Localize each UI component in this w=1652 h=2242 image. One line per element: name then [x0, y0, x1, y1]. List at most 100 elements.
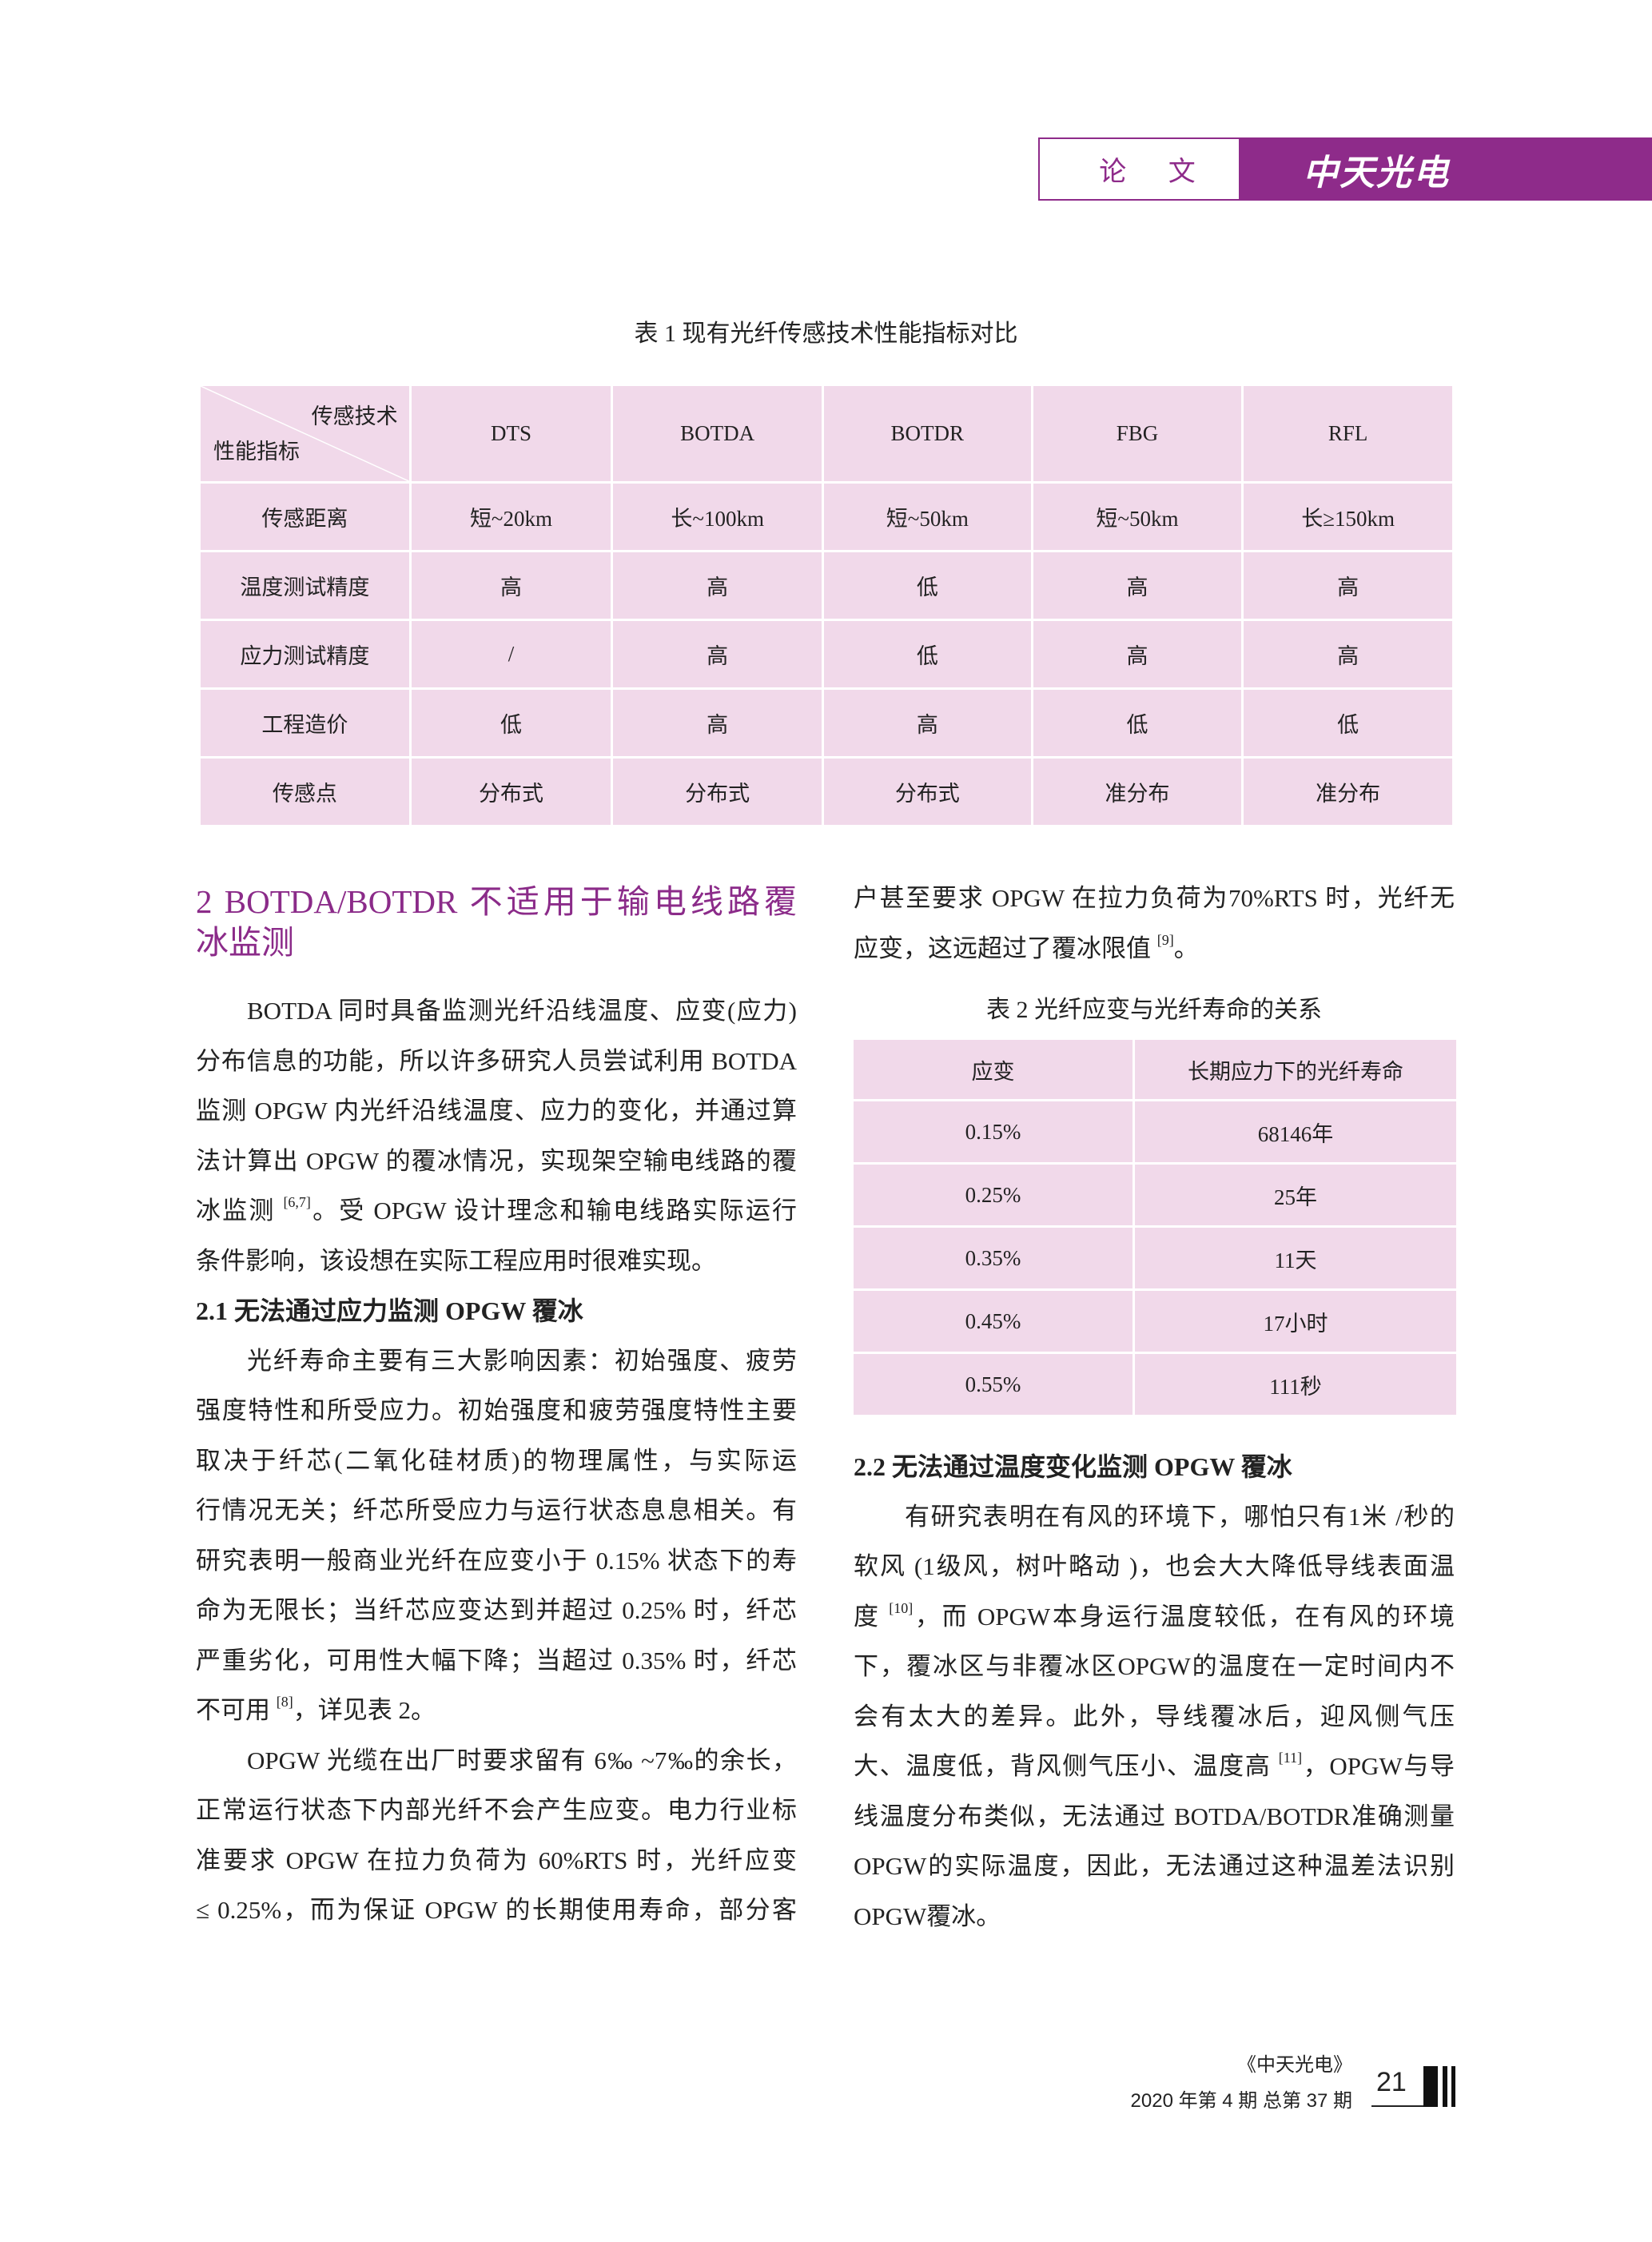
table-cell: 0.25% [851, 1162, 1135, 1228]
text-line: 准要求 OPGW 在拉力负荷为 60%RTS 时，光纤应变 [196, 1836, 797, 1886]
text-segment: ，OPGW与导 [1302, 1752, 1455, 1780]
text-segment: 强度特性和所受应力。初始强度和疲劳强度特性主要 [196, 1396, 797, 1424]
table-cell: 高 [408, 550, 614, 621]
table-row: 传感点 分布式 分布式 分布式 准分布 准分布 [198, 756, 1455, 827]
text-segment: 法计算出 OPGW 的覆冰情况，实现架空输电线路的覆 [196, 1146, 797, 1175]
text-segment: 命为无限长；当纤芯应变达到并超过 0.25% 时，纤芯 [196, 1596, 797, 1624]
table1-header-row: 传感技术 性能指标 DTS BOTDA BOTDR FBG RFL [198, 384, 1455, 484]
text-segment: OPGW的实际温度，因此，无法通过这种温差法识别 [854, 1852, 1455, 1880]
row-label: 应力测试精度 [198, 619, 412, 690]
table-cell: 低 [408, 687, 614, 759]
table-row: 0.45% 17小时 [851, 1288, 1459, 1354]
text-segment: 条件影响，该设想在实际工程应用时很难实现。 [196, 1246, 716, 1275]
table-cell: 低 [821, 619, 1033, 690]
table-cell: 低 [821, 550, 1033, 621]
text-segment: 取决于纤芯(二氧化硅材质)的物理属性，与实际运 [196, 1446, 797, 1475]
citation: [11] [1278, 1750, 1303, 1766]
barcode-bar [1443, 2066, 1447, 2107]
table-cell: 高 [611, 550, 824, 621]
text-line: OPGW覆冰。 [854, 1892, 1455, 1942]
row-label: 传感点 [198, 756, 412, 827]
corner-top-label: 传感技术 [311, 404, 398, 428]
text-line: 户甚至要求 OPGW 在拉力负荷为70%RTS 时，光纤无 [854, 874, 1455, 924]
table-row: 0.35% 11天 [851, 1225, 1459, 1291]
footer-issue: 2020 年第 4 期 总第 37 期 [1130, 2090, 1352, 2112]
table-row: 传感距离 短~20km 长~100km 短~50km 短~50km 长≥150km [198, 481, 1455, 552]
table-cell: 短~20km [408, 481, 614, 552]
text-segment: 。 [1173, 934, 1199, 962]
table-cell: 高 [1241, 619, 1455, 690]
text-segment: 应变，这远超过了覆冰限值 [854, 934, 1157, 962]
text-segment: 正常运行状态下内部光纤不会产生应变。电力行业标 [196, 1796, 797, 1824]
table-cell: 准分布 [1030, 756, 1244, 827]
table-row: 0.55% 111秒 [851, 1352, 1459, 1417]
text-segment: BOTDA 同时具备监测光纤沿线温度、应变(应力) [247, 997, 797, 1025]
text-line: 行情况无关；纤芯所受应力与运行状态息息相关。有 [196, 1486, 797, 1536]
text-line: 强度特性和所受应力。初始强度和疲劳强度特性主要 [196, 1386, 797, 1436]
citation: [9] [1156, 931, 1174, 948]
text-segment: 严重劣化，可用性大幅下降；当超过 0.35% 时，纤芯 [196, 1646, 797, 1675]
text-segment: 不可用 [196, 1696, 277, 1724]
text-segment: 户甚至要求 OPGW 在拉力负荷为70%RTS 时，光纤无 [854, 884, 1455, 912]
text-segment: ，详见表 2。 [293, 1696, 436, 1724]
table1: 传感技术 性能指标 DTS BOTDA BOTDR FBG RFL 传感距离 短~20km 长~1… [198, 384, 1455, 827]
table-cell: 准分布 [1241, 756, 1455, 827]
text-line: 法计算出 OPGW 的覆冰情况，实现架空输电线路的覆 [196, 1137, 797, 1187]
row-label: 传感距离 [198, 481, 412, 552]
table-row: 0.15% 68146年 [851, 1099, 1459, 1165]
table-cell: 长≥150km [1241, 481, 1455, 552]
table-cell: / [408, 619, 614, 690]
column-header: FBG [1030, 384, 1244, 484]
text-line: 线温度分布类似，无法通过 BOTDA/BOTDR准确测量 [854, 1792, 1455, 1842]
text-line: OPGW 光缆在出厂时要求留有 6‰ ~7‰的余长， [196, 1736, 797, 1786]
table-cell: 高 [611, 687, 824, 759]
text-segment: 研究表明一般商业光纤在应变小于 0.15% 状态下的寿 [196, 1546, 797, 1575]
table-cell: 0.15% [851, 1099, 1135, 1165]
text-segment: 下，覆冰区与非覆冰区OPGW的温度在一定时间内不 [854, 1652, 1455, 1680]
text-segment: 大、温度低，背风侧气压小、温度高 [854, 1752, 1279, 1780]
text-line: 大、温度低，背风侧气压小、温度高 [11]，OPGW与导 [854, 1742, 1455, 1792]
citation: [8] [276, 1694, 293, 1710]
barcode-bar [1451, 2066, 1455, 2107]
table-cell: 高 [611, 619, 824, 690]
text-line: 会有太大的差异。此外，导线覆冰后，迎风侧气压 [854, 1692, 1455, 1742]
column-header: BOTDR [821, 384, 1033, 484]
table1-caption: 表 1 现有光纤传感技术性能指标对比 [634, 321, 1018, 347]
text-line: 下，覆冰区与非覆冰区OPGW的温度在一定时间内不 [854, 1642, 1455, 1692]
corner-cell: 传感技术 性能指标 [198, 384, 412, 484]
text-segment: 监测 OPGW 内光纤沿线温度、应力的变化，并通过算 [196, 1097, 797, 1125]
text-line: 有研究表明在有风的环境下，哪怕只有1米 /秒的 [854, 1492, 1455, 1543]
table2-header-row: 应变 长期应力下的光纤寿命 [851, 1037, 1459, 1101]
text-line: 正常运行状态下内部光纤不会产生应变。电力行业标 [196, 1786, 797, 1836]
column-header: BOTDA [611, 384, 824, 484]
text-line: 条件影响，该设想在实际工程应用时很难实现。 [196, 1236, 797, 1287]
column-header: DTS [408, 384, 614, 484]
table-row: 工程造价低高高低低 [198, 687, 1455, 759]
table-row: 应力测试精度 / 高低高高 [198, 619, 1455, 690]
right-column-bottom: 2.2 无法通过温度变化监测 OPGW 覆冰有研究表明在有风的环境下，哪怕只有1… [854, 1442, 1455, 1941]
text-segment: ≤ 0.25%，而为保证 OPGW 的长期使用寿命，部分客 [196, 1896, 797, 1924]
table-cell: 高 [1241, 550, 1455, 621]
text-segment: 线温度分布类似，无法通过 BOTDA/BOTDR准确测量 [854, 1802, 1455, 1830]
text-segment: 会有太大的差异。此外，导线覆冰后，迎风侧气压 [854, 1702, 1455, 1730]
text-segment: ，而 OPGW本身运行温度较低，在有风的环境 [913, 1602, 1455, 1631]
text-segment: 有研究表明在有风的环境下，哪怕只有1米 /秒的 [905, 1502, 1455, 1531]
diagonal-divider [201, 386, 409, 481]
text-line: 严重劣化，可用性大幅下降；当超过 0.35% 时，纤芯 [196, 1636, 797, 1686]
table-cell: 分布式 [408, 756, 614, 827]
table-cell: 长~100km [611, 481, 824, 552]
table-cell: 11天 [1133, 1225, 1459, 1291]
table-cell: 68146年 [1133, 1099, 1459, 1165]
row-label: 温度测试精度 [198, 550, 412, 621]
table-cell: 低 [1241, 687, 1455, 759]
table-cell: 0.55% [851, 1352, 1135, 1417]
table-cell: 111秒 [1133, 1352, 1459, 1417]
subsection-heading: 2.2 无法通过温度变化监测 OPGW 覆冰 [854, 1452, 1292, 1481]
table-cell: 低 [1030, 687, 1244, 759]
heading-line: 冰监测 [196, 924, 294, 961]
table-cell: 0.45% [851, 1288, 1135, 1354]
section-label: 论 文 [1038, 137, 1256, 201]
table-cell: 高 [1030, 550, 1244, 621]
text-line: 分布信息的功能，所以许多研究人员尝试利用 BOTDA [196, 1037, 797, 1087]
text-line: 研究表明一般商业光纤在应变小于 0.15% 状态下的寿 [196, 1536, 797, 1587]
